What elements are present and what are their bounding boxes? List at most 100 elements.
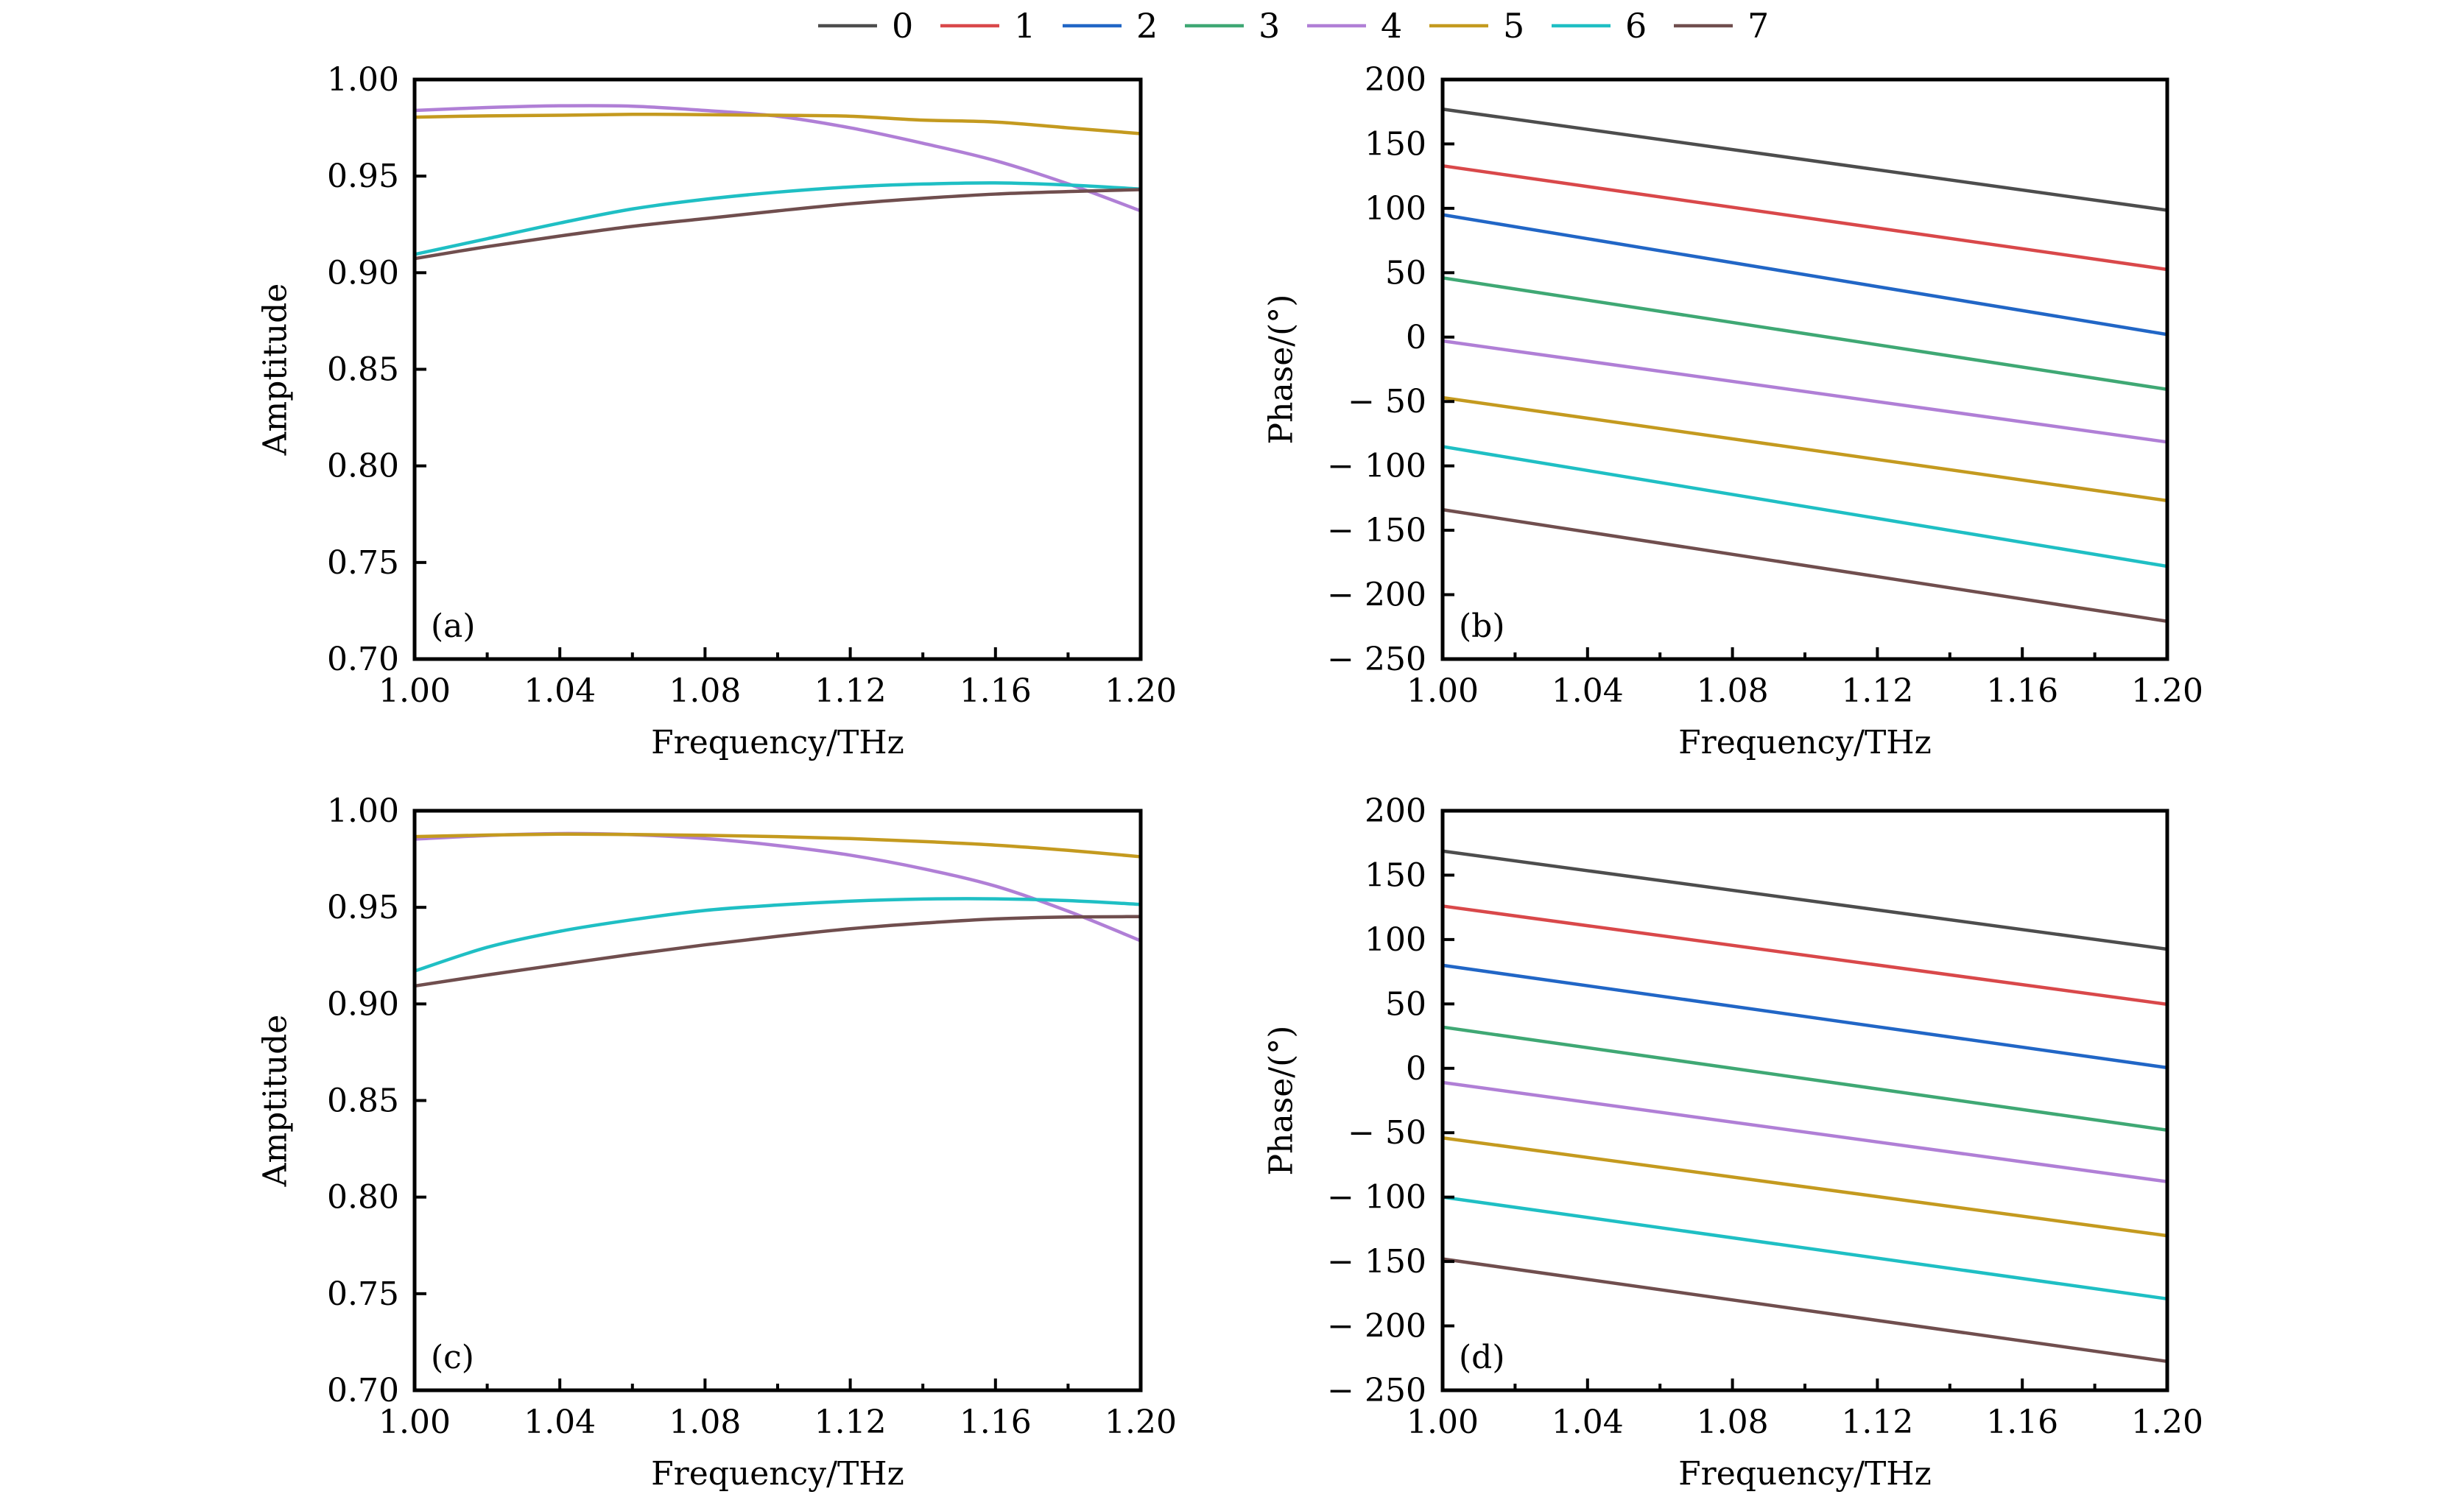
x-tick-label: 1.00 <box>379 1404 451 1441</box>
y-tick-label: 0 <box>1406 1050 1426 1088</box>
y-tick-label: − 50 <box>1348 383 1426 420</box>
y-tick-label: 0 <box>1406 319 1426 356</box>
x-axis-label: Frequency/THz <box>651 1455 904 1493</box>
y-axis-label: Phase/(°) <box>1263 1026 1300 1176</box>
y-tick-label: 0.95 <box>327 889 399 926</box>
x-tick-label: 1.20 <box>2131 672 2203 710</box>
y-tick-label: − 100 <box>1327 448 1426 485</box>
legend-label: 5 <box>1503 6 1524 46</box>
series-line-7 <box>412 188 1143 261</box>
y-tick-label: 0.75 <box>327 1275 399 1313</box>
series-line-2 <box>1440 213 2169 337</box>
legend: 0 1 2 3 4 5 6 7 <box>818 6 1769 46</box>
x-tick-label: 1.00 <box>1407 672 1479 710</box>
x-tick-label: 1.08 <box>1697 672 1769 710</box>
y-tick-label: − 200 <box>1327 1308 1426 1345</box>
series-line-0 <box>1440 107 2169 212</box>
legend-item-4: 4 <box>1307 6 1402 46</box>
legend-item-1: 1 <box>940 6 1035 46</box>
series-group <box>1440 107 2169 624</box>
y-axis-label: Amptitude <box>257 1015 295 1188</box>
series-group <box>412 104 1143 261</box>
legend-item-5: 5 <box>1429 6 1524 46</box>
y-tick-label: − 50 <box>1348 1114 1426 1152</box>
y-tick-label: − 150 <box>1327 512 1426 549</box>
x-axis-label: Frequency/THz <box>1678 724 1932 761</box>
x-tick-label: 1.16 <box>960 1404 1032 1441</box>
panel-d-phase: 1.00 1.04 1.08 1.12 1.16 1.20 − 250 − 200 − 150 −… <box>1263 792 2203 1493</box>
y-tick-label: 50 <box>1385 254 1426 292</box>
y-tick-label: 0.75 <box>327 544 399 582</box>
y-tick-label: − 200 <box>1327 577 1426 614</box>
series-line-5 <box>1440 395 2169 503</box>
legend-item-7: 7 <box>1674 6 1769 46</box>
series-line-7 <box>412 915 1143 988</box>
series-line-2 <box>1440 963 2169 1070</box>
series-line-5 <box>1440 1135 2169 1238</box>
plot-frame <box>1440 809 2169 1392</box>
legend-label: 4 <box>1381 6 1402 46</box>
legend-item-6: 6 <box>1552 6 1647 46</box>
x-tick-label: 1.16 <box>1986 672 2058 710</box>
x-tick-label: 1.04 <box>524 1404 596 1441</box>
series-line-5 <box>412 832 1143 859</box>
y-tick-label: 200 <box>1365 61 1426 99</box>
series-line-4 <box>412 104 1143 213</box>
y-tick-label: 0.85 <box>327 351 399 389</box>
y-tick-label: 100 <box>1365 921 1426 959</box>
series-line-3 <box>1440 1025 2169 1132</box>
panel-label: (d) <box>1459 1339 1505 1376</box>
series-line-6 <box>1440 445 2169 568</box>
y-tick-label: 1.00 <box>327 792 399 830</box>
x-tick-label: 1.20 <box>2131 1404 2203 1441</box>
x-tick-label: 1.20 <box>1105 1404 1177 1441</box>
series-line-4 <box>1440 1080 2169 1183</box>
panel-c-amplitude: 1.00 1.04 1.08 1.12 1.16 1.20 0.70 0.75 0.80 0.85… <box>257 792 1177 1493</box>
y-tick-label: 50 <box>1385 985 1426 1023</box>
y-tick-label: 100 <box>1365 190 1426 228</box>
panel-a-amplitude: 1.00 1.04 1.08 1.12 1.16 1.20 0.70 0.75 0.80 0.85… <box>257 61 1177 761</box>
x-tick-label: 1.04 <box>1552 672 1624 710</box>
x-axis-label: Frequency/THz <box>651 724 904 761</box>
series-line-1 <box>1440 163 2169 272</box>
series-line-6 <box>412 181 1143 256</box>
y-tick-label: 0.95 <box>327 158 399 195</box>
x-tick-label: 1.08 <box>669 1404 741 1441</box>
y-tick-label: 200 <box>1365 792 1426 830</box>
y-tick-label: − 100 <box>1327 1179 1426 1216</box>
y-tick-label: 0.80 <box>327 1179 399 1216</box>
y-tick-label: 0.80 <box>327 448 399 485</box>
x-tick-label: 1.04 <box>524 672 596 710</box>
x-tick-label: 1.00 <box>379 672 451 710</box>
x-tick-label: 1.12 <box>814 672 887 710</box>
y-tick-label: − 150 <box>1327 1243 1426 1281</box>
panel-label: (c) <box>431 1339 474 1376</box>
panel-b-phase: 1.00 1.04 1.08 1.12 1.16 1.20 − 250 − 200 − 150 −… <box>1263 61 2203 761</box>
y-tick-label: 0.90 <box>327 985 399 1023</box>
x-tick-label: 1.08 <box>1697 1404 1769 1441</box>
y-tick-label: − 250 <box>1327 1372 1426 1409</box>
legend-label: 0 <box>892 6 913 46</box>
series-line-3 <box>1440 276 2169 392</box>
y-axis-label: Phase/(°) <box>1263 295 1300 445</box>
y-tick-label: 0.90 <box>327 254 399 292</box>
panel-label: (a) <box>431 608 476 645</box>
x-tick-label: 1.12 <box>1841 1404 1913 1441</box>
x-tick-label: 1.04 <box>1552 1404 1624 1441</box>
y-tick-label: 0.85 <box>327 1082 399 1120</box>
plot-frame <box>1440 77 2169 661</box>
x-tick-label: 1.00 <box>1407 1404 1479 1441</box>
legend-label: 1 <box>1014 6 1035 46</box>
legend-item-3: 3 <box>1185 6 1280 46</box>
y-tick-label: 0.70 <box>327 641 399 678</box>
panel-label: (b) <box>1459 608 1505 645</box>
series-line-7 <box>1440 507 2169 624</box>
x-tick-label: 1.08 <box>669 672 741 710</box>
series-group <box>1440 849 2169 1364</box>
y-axis-label: Amptitude <box>257 284 295 457</box>
series-line-4 <box>412 831 1143 943</box>
x-tick-label: 1.16 <box>1986 1404 2058 1441</box>
x-tick-label: 1.20 <box>1105 672 1177 710</box>
y-tick-label: 1.00 <box>327 61 399 99</box>
